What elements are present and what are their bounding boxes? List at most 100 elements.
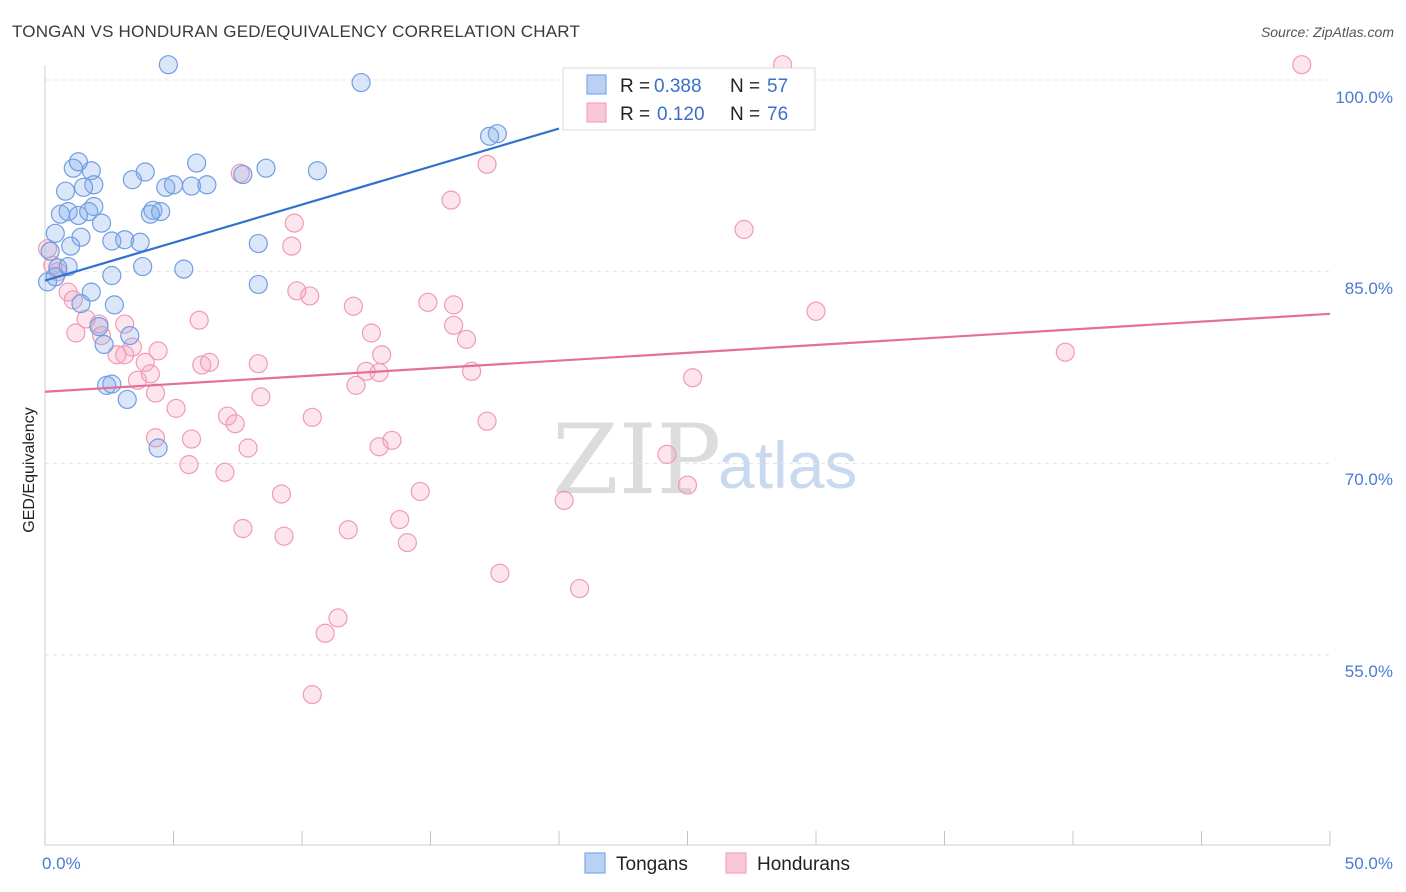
y-tick-label-55: 55.0% xyxy=(1345,662,1393,681)
point-tongans-19 xyxy=(84,196,104,217)
point-hondurans-44 xyxy=(346,375,366,395)
point-hondurans-64 xyxy=(233,518,253,539)
point-hondurans-14 xyxy=(300,286,320,306)
legend-n-label-hondurans: N = xyxy=(730,104,760,125)
point-hondurans-4 xyxy=(441,190,461,210)
point-hondurans-41 xyxy=(683,368,703,388)
point-hondurans-15 xyxy=(343,296,363,316)
point-hondurans-73 xyxy=(302,685,322,705)
y-tick-label-100: 100.0% xyxy=(1335,88,1393,107)
trend-line-tongans xyxy=(44,127,560,282)
point-hondurans-22 xyxy=(189,310,209,330)
point-tongans-15 xyxy=(156,177,176,197)
point-hondurans-57 xyxy=(657,444,677,464)
point-hondurans-28 xyxy=(361,323,381,343)
point-tongans-38 xyxy=(133,256,153,277)
point-tongans-18 xyxy=(197,175,217,195)
legend-r-value-tongans: 0.388 xyxy=(654,76,702,97)
point-tongans-10 xyxy=(187,153,207,173)
point-hondurans-37 xyxy=(248,354,268,374)
legend-r-label-hondurans: R = xyxy=(620,104,650,125)
point-tongans-27 xyxy=(233,164,253,185)
point-hondurans-47 xyxy=(166,398,186,418)
point-tongans-35 xyxy=(40,241,60,261)
point-tongans-37 xyxy=(58,256,78,277)
legend-n-value-hondurans: 76 xyxy=(767,104,788,125)
legend-swatch-tongans xyxy=(586,74,607,95)
point-hondurans-13 xyxy=(287,281,307,301)
point-hondurans-66 xyxy=(274,526,294,546)
y-tick-label-70: 70.0% xyxy=(1345,470,1393,489)
point-hondurans-30 xyxy=(1055,342,1075,362)
point-tongans-41 xyxy=(248,274,268,295)
y-tick-label-85: 85.0% xyxy=(1345,279,1393,298)
chart-title: TONGAN VS HONDURAN GED/EQUIVALENCY CORRE… xyxy=(12,22,581,41)
point-hondurans-46 xyxy=(251,387,271,407)
bottom-legend-swatch-tongans xyxy=(584,852,606,874)
point-hondurans-16 xyxy=(418,292,438,312)
point-hondurans-59 xyxy=(215,462,235,482)
point-tongans-21 xyxy=(58,202,78,222)
point-tongans-34 xyxy=(248,233,268,254)
point-tongans-2 xyxy=(487,124,507,144)
point-hondurans-54 xyxy=(238,438,258,458)
point-hondurans-29 xyxy=(372,345,392,365)
x-tick-label-max: 50.0% xyxy=(1345,854,1393,873)
legend: R = 0.388 N = 57 R = 0.120 N = 76 xyxy=(562,67,816,131)
point-tongans-47 xyxy=(120,325,140,346)
point-hondurans-24 xyxy=(456,329,477,349)
point-tongans-9 xyxy=(307,161,328,181)
point-hondurans-68 xyxy=(397,532,417,553)
axes xyxy=(44,65,1331,846)
point-tongans-51 xyxy=(117,389,137,410)
point-tongans-50 xyxy=(102,374,122,394)
point-hondurans-32 xyxy=(115,345,135,365)
watermark-atlas: atlas xyxy=(718,428,857,502)
point-hondurans-60 xyxy=(677,475,698,495)
point-hondurans-51 xyxy=(477,411,497,431)
point-tongans-11 xyxy=(122,170,142,190)
point-tongans-28 xyxy=(91,213,112,233)
point-hondurans-17 xyxy=(444,295,464,315)
point-hondurans-25 xyxy=(66,323,86,343)
point-hondurans-63 xyxy=(554,490,574,510)
point-tongans-3 xyxy=(480,126,500,146)
point-hondurans-71 xyxy=(328,608,348,628)
point-tongans-0 xyxy=(158,55,178,75)
point-hondurans-70 xyxy=(569,578,590,599)
point-tongans-26 xyxy=(140,204,160,224)
legend-r-value-hondurans: 0.120 xyxy=(657,104,705,125)
bottom-legend-label-hondurans: Hondurans xyxy=(757,854,850,875)
point-tongans-52 xyxy=(148,438,168,458)
legend-n-value-tongans: 57 xyxy=(767,76,788,97)
bottom-legend: Tongans Hondurans xyxy=(584,852,850,875)
point-hondurans-48 xyxy=(217,406,238,426)
point-hondurans-18 xyxy=(806,301,826,321)
point-tongans-40 xyxy=(102,265,122,286)
point-hondurans-50 xyxy=(302,407,322,427)
point-hondurans-72 xyxy=(315,623,335,643)
point-tongans-46 xyxy=(89,317,109,337)
legend-n-label-tongans: N = xyxy=(730,76,760,97)
point-hondurans-58 xyxy=(179,455,199,475)
point-hondurans-0 xyxy=(1292,55,1312,75)
point-tongans-6 xyxy=(68,152,89,172)
point-tongans-32 xyxy=(115,230,135,250)
point-hondurans-23 xyxy=(444,315,464,335)
trend-lines xyxy=(44,127,1331,393)
point-hondurans-62 xyxy=(410,481,430,502)
y-axis-title: GED/Equivalency xyxy=(21,407,38,532)
point-hondurans-67 xyxy=(390,509,410,530)
point-tongans-33 xyxy=(130,232,150,252)
trend-line-hondurans xyxy=(44,312,1331,393)
point-tongans-29 xyxy=(45,223,65,243)
point-tongans-43 xyxy=(71,294,91,314)
point-hondurans-65 xyxy=(338,520,358,540)
point-hondurans-27 xyxy=(122,337,142,357)
point-hondurans-49 xyxy=(225,414,245,434)
bottom-legend-swatch-hondurans xyxy=(725,852,747,874)
point-hondurans-35 xyxy=(192,355,212,375)
point-hondurans-6 xyxy=(734,219,754,240)
point-hondurans-69 xyxy=(490,563,510,583)
